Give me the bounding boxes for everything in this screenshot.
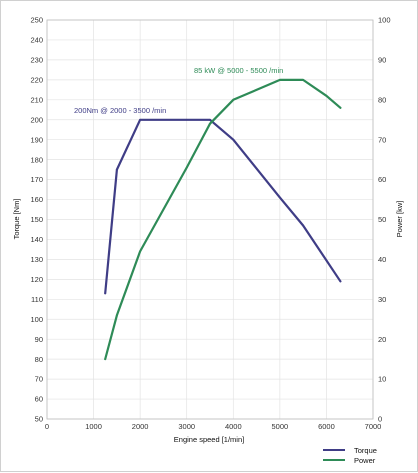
axes-layer: 5060708090100110120130140150160170180190… <box>30 16 390 431</box>
data-point-power <box>325 94 328 97</box>
series-line-power <box>104 78 342 361</box>
y-right-tick-label: 90 <box>378 56 386 65</box>
x-tick-label: 5000 <box>272 422 289 431</box>
y-left-tick-label: 160 <box>30 195 43 204</box>
y-left-tick-label: 110 <box>31 295 43 304</box>
y-left-tick-label: 190 <box>30 135 43 144</box>
x-axis-title: Engine speed [1/min] <box>174 435 244 444</box>
y-left-tick-label: 50 <box>35 415 43 424</box>
y-left-tick-label: 230 <box>30 56 43 65</box>
data-point-power <box>278 78 281 81</box>
y-left-tick-label: 200 <box>30 115 43 124</box>
grid-layer <box>46 19 374 420</box>
x-tick-label: 0 <box>45 422 49 431</box>
data-point-torque <box>185 118 188 121</box>
data-point-torque <box>232 138 235 141</box>
legend-torque-label: Torque <box>354 446 377 455</box>
y-left-tick-label: 130 <box>30 255 43 264</box>
series-layer <box>104 78 342 361</box>
data-point-power <box>209 122 211 125</box>
data-point-torque <box>115 168 118 171</box>
data-point-torque <box>278 196 281 199</box>
y-right-tick-label: 0 <box>378 415 382 424</box>
y-left-tick-label: 210 <box>30 95 43 104</box>
data-point-power <box>139 250 142 253</box>
data-point-power <box>115 314 118 317</box>
y-right-tick-label: 70 <box>378 135 386 144</box>
y-left-tick-label: 140 <box>30 235 43 244</box>
data-point-power <box>104 358 107 361</box>
data-point-torque <box>339 280 342 283</box>
torque-peak-annotation: 200Nm @ 2000 - 3500 /min <box>74 106 166 115</box>
x-tick-label: 3000 <box>178 422 195 431</box>
y-left-tick-label: 90 <box>35 335 43 344</box>
y-left-tick-label: 80 <box>35 355 43 364</box>
data-point-power <box>302 78 305 81</box>
y-right-tick-label: 10 <box>378 375 386 384</box>
y-left-tick-label: 250 <box>30 16 43 25</box>
y-right-tick-label: 80 <box>378 95 386 104</box>
data-point-power <box>185 166 188 169</box>
y-left-tick-label: 100 <box>30 315 43 324</box>
legend: Torque Power <box>323 446 377 465</box>
y-axis-left-title: Torque [Nm] <box>12 199 21 240</box>
y-left-tick-label: 120 <box>30 275 43 284</box>
power-peak-annotation: 85 kW @ 5000 - 5500 /min <box>194 66 283 75</box>
y-left-tick-label: 70 <box>35 375 43 384</box>
y-right-tick-label: 100 <box>378 16 391 25</box>
data-point-torque <box>104 292 107 295</box>
data-point-torque <box>139 118 142 121</box>
legend-power-label: Power <box>354 456 376 465</box>
data-point-power <box>339 106 342 109</box>
x-tick-label: 4000 <box>225 422 242 431</box>
data-point-torque <box>302 224 305 227</box>
x-tick-label: 1000 <box>85 422 102 431</box>
y-left-tick-label: 150 <box>30 215 43 224</box>
x-tick-label: 2000 <box>132 422 149 431</box>
data-point-torque <box>209 118 211 121</box>
plot-frame <box>46 19 374 420</box>
y-right-tick-label: 50 <box>378 215 386 224</box>
y-left-tick-label: 180 <box>30 155 43 164</box>
data-point-power <box>232 98 235 101</box>
y-axis-right-title: Power [kw] <box>395 201 404 238</box>
y-right-tick-label: 40 <box>378 255 386 264</box>
x-tick-label: 7000 <box>365 422 382 431</box>
y-right-tick-label: 30 <box>378 295 386 304</box>
x-tick-label: 6000 <box>318 422 335 431</box>
y-left-tick-label: 220 <box>30 75 43 84</box>
y-right-tick-label: 20 <box>378 335 386 344</box>
labels-layer: Engine speed [1/min] Torque [Nm] Power [… <box>12 66 404 444</box>
y-left-tick-label: 240 <box>30 36 43 45</box>
y-left-tick-label: 60 <box>35 395 43 404</box>
y-left-tick-label: 170 <box>30 175 43 184</box>
y-right-tick-label: 60 <box>378 175 386 184</box>
